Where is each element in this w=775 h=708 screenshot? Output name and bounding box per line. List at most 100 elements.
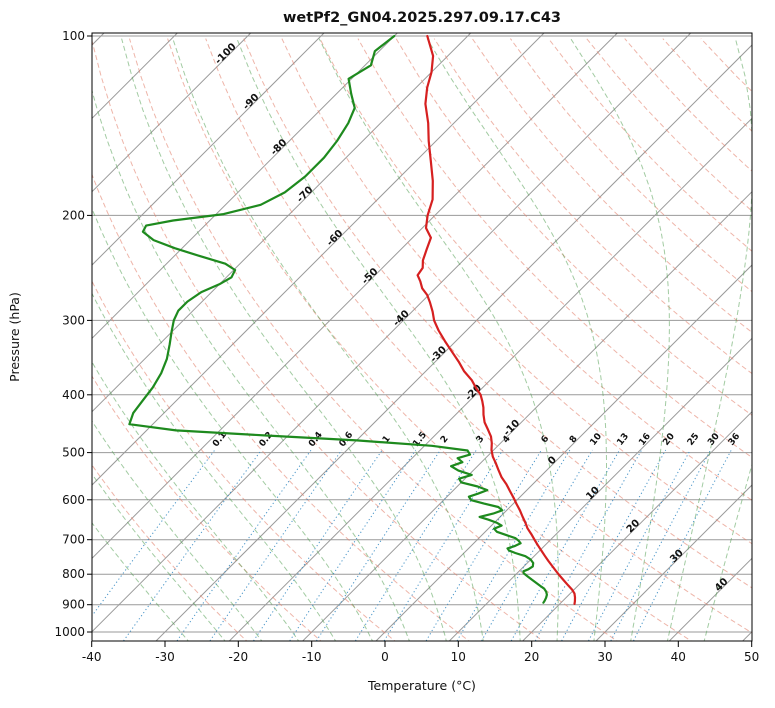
mixing-ratio-label: 20 bbox=[661, 432, 677, 448]
dry-adiabat-line bbox=[357, 38, 752, 459]
mixing-ratio-line bbox=[534, 449, 643, 641]
isotherm-label: -40 bbox=[391, 308, 412, 329]
y-tick-label: 100 bbox=[62, 29, 85, 43]
moist-adiabat-line bbox=[570, 38, 670, 641]
y-tick-label: 1000 bbox=[54, 625, 85, 639]
chart-layers: 0.1 0.2 0.4 0.6 1 1.5 2 3 4 6 8 10 13 16 20 25 30 36-100-… bbox=[92, 33, 752, 641]
temperature-curve bbox=[416, 34, 577, 605]
isotherm-label: -30 bbox=[428, 344, 449, 365]
mixing-ratio-label: 2 bbox=[439, 434, 451, 445]
x-tick-label: 30 bbox=[597, 650, 612, 664]
isotherm-label: -90 bbox=[241, 92, 262, 113]
isotherm-line bbox=[302, 190, 752, 641]
isotherm-line bbox=[522, 410, 752, 641]
mixing-ratio-line bbox=[383, 449, 504, 641]
mixing-ratio-label: 0.4 bbox=[307, 430, 325, 449]
moist-adiabat-line bbox=[666, 38, 752, 641]
y-axis-label: Pressure (hPa) bbox=[7, 292, 22, 382]
isotherm-label: -70 bbox=[295, 185, 316, 206]
y-tick-label: 600 bbox=[62, 493, 85, 507]
dry-adiabat-line bbox=[205, 38, 752, 634]
isotherm-label: -100 bbox=[213, 41, 239, 67]
mixing-ratio-label: 4 bbox=[501, 434, 513, 445]
moist-adiabat-line bbox=[92, 88, 410, 641]
y-tick-label: 800 bbox=[62, 567, 85, 581]
x-tick-label: -10 bbox=[302, 650, 322, 664]
isotherm-label: 40 bbox=[713, 576, 731, 594]
dry-adiabat-line bbox=[167, 38, 693, 641]
dry-adiabat-line bbox=[92, 280, 396, 641]
mixing-ratio-line bbox=[510, 449, 621, 641]
isotherm-line bbox=[742, 630, 752, 641]
mixing-ratio-label: 3 bbox=[475, 434, 487, 445]
x-tick-label: 0 bbox=[381, 650, 389, 664]
dry-adiabat-line bbox=[243, 38, 752, 589]
mixing-ratio-line bbox=[289, 449, 417, 641]
isotherm-label: 0 bbox=[546, 455, 559, 468]
mixing-ratio-line bbox=[610, 449, 712, 641]
isotherm-line bbox=[92, 33, 618, 560]
dewpoint-curve bbox=[128, 34, 548, 604]
mixing-ratio-line bbox=[209, 449, 343, 641]
isotherm-label: -50 bbox=[360, 266, 381, 287]
mixing-ratio-label: 13 bbox=[616, 432, 632, 448]
moist-adiabat-line bbox=[703, 462, 752, 641]
mixing-ratio-line bbox=[561, 449, 667, 641]
y-tick-label: 500 bbox=[62, 446, 85, 460]
mixing-ratio-line bbox=[481, 449, 593, 641]
mixing-ratio-line bbox=[456, 449, 571, 641]
isotherm-label: 30 bbox=[668, 548, 686, 566]
isotherm-label: 20 bbox=[625, 518, 643, 536]
x-tick-label: 50 bbox=[744, 650, 759, 664]
isotherm-line bbox=[92, 33, 252, 193]
moist-adiabat-line bbox=[318, 38, 559, 641]
mixing-ratio-line bbox=[176, 449, 312, 641]
dry-adiabat-line bbox=[395, 38, 752, 416]
mixing-ratio-label: 8 bbox=[568, 434, 580, 445]
isotherm-line bbox=[448, 337, 752, 641]
isotherm-line bbox=[92, 33, 178, 120]
moist-adiabat-line bbox=[92, 473, 226, 641]
mixing-ratio-line bbox=[354, 449, 477, 641]
moist-adiabat-line bbox=[92, 207, 374, 641]
dry-adiabat-line bbox=[509, 38, 752, 293]
isotherm-line bbox=[92, 33, 398, 340]
isotherm-label: -80 bbox=[269, 137, 290, 158]
x-axis-label: Temperature (°C) bbox=[367, 678, 476, 693]
y-tick-label: 400 bbox=[62, 388, 85, 402]
mixing-ratio-line bbox=[425, 449, 542, 641]
x-tick-label: -30 bbox=[155, 650, 175, 664]
chart-title: wetPf2_GN04.2025.297.09.17.C43 bbox=[283, 10, 561, 26]
moist-adiabat-line bbox=[92, 522, 189, 641]
moist-adiabat-line bbox=[92, 361, 300, 641]
y-tick-label: 200 bbox=[62, 208, 85, 222]
dry-adiabat-line bbox=[129, 38, 618, 641]
dry-adiabat-line bbox=[281, 38, 752, 545]
mixing-ratio-label: 0.2 bbox=[258, 430, 276, 449]
isotherm-line bbox=[668, 557, 752, 641]
dry-adiabat-line bbox=[319, 38, 752, 501]
moist-adiabat-line bbox=[92, 292, 337, 641]
mixing-ratio-line bbox=[92, 449, 216, 617]
mixing-ratio-label: 30 bbox=[706, 432, 722, 448]
dry-adiabat-line bbox=[700, 38, 752, 93]
plot-frame bbox=[91, 32, 753, 642]
isotherm-line bbox=[92, 33, 545, 486]
isotherm-line bbox=[595, 484, 752, 641]
mixing-ratio-label: 1 bbox=[381, 434, 393, 445]
mixing-ratio-label: 16 bbox=[637, 432, 653, 448]
x-tick-label: 20 bbox=[524, 650, 539, 664]
dry-adiabat-line bbox=[92, 38, 544, 641]
moist-adiabat-line bbox=[121, 38, 447, 641]
x-tick-label: -40 bbox=[82, 650, 102, 664]
mixing-ratio-line bbox=[588, 449, 691, 641]
moist-adiabat-line bbox=[426, 38, 607, 641]
mixing-ratio-label: 25 bbox=[686, 432, 702, 448]
dry-adiabat-line bbox=[433, 38, 752, 375]
dry-adiabat-line bbox=[92, 464, 248, 641]
isotherm-line bbox=[92, 33, 472, 413]
isotherm-line bbox=[375, 264, 752, 641]
moist-adiabat-line bbox=[92, 420, 263, 641]
moist-adiabat-line bbox=[172, 38, 484, 641]
